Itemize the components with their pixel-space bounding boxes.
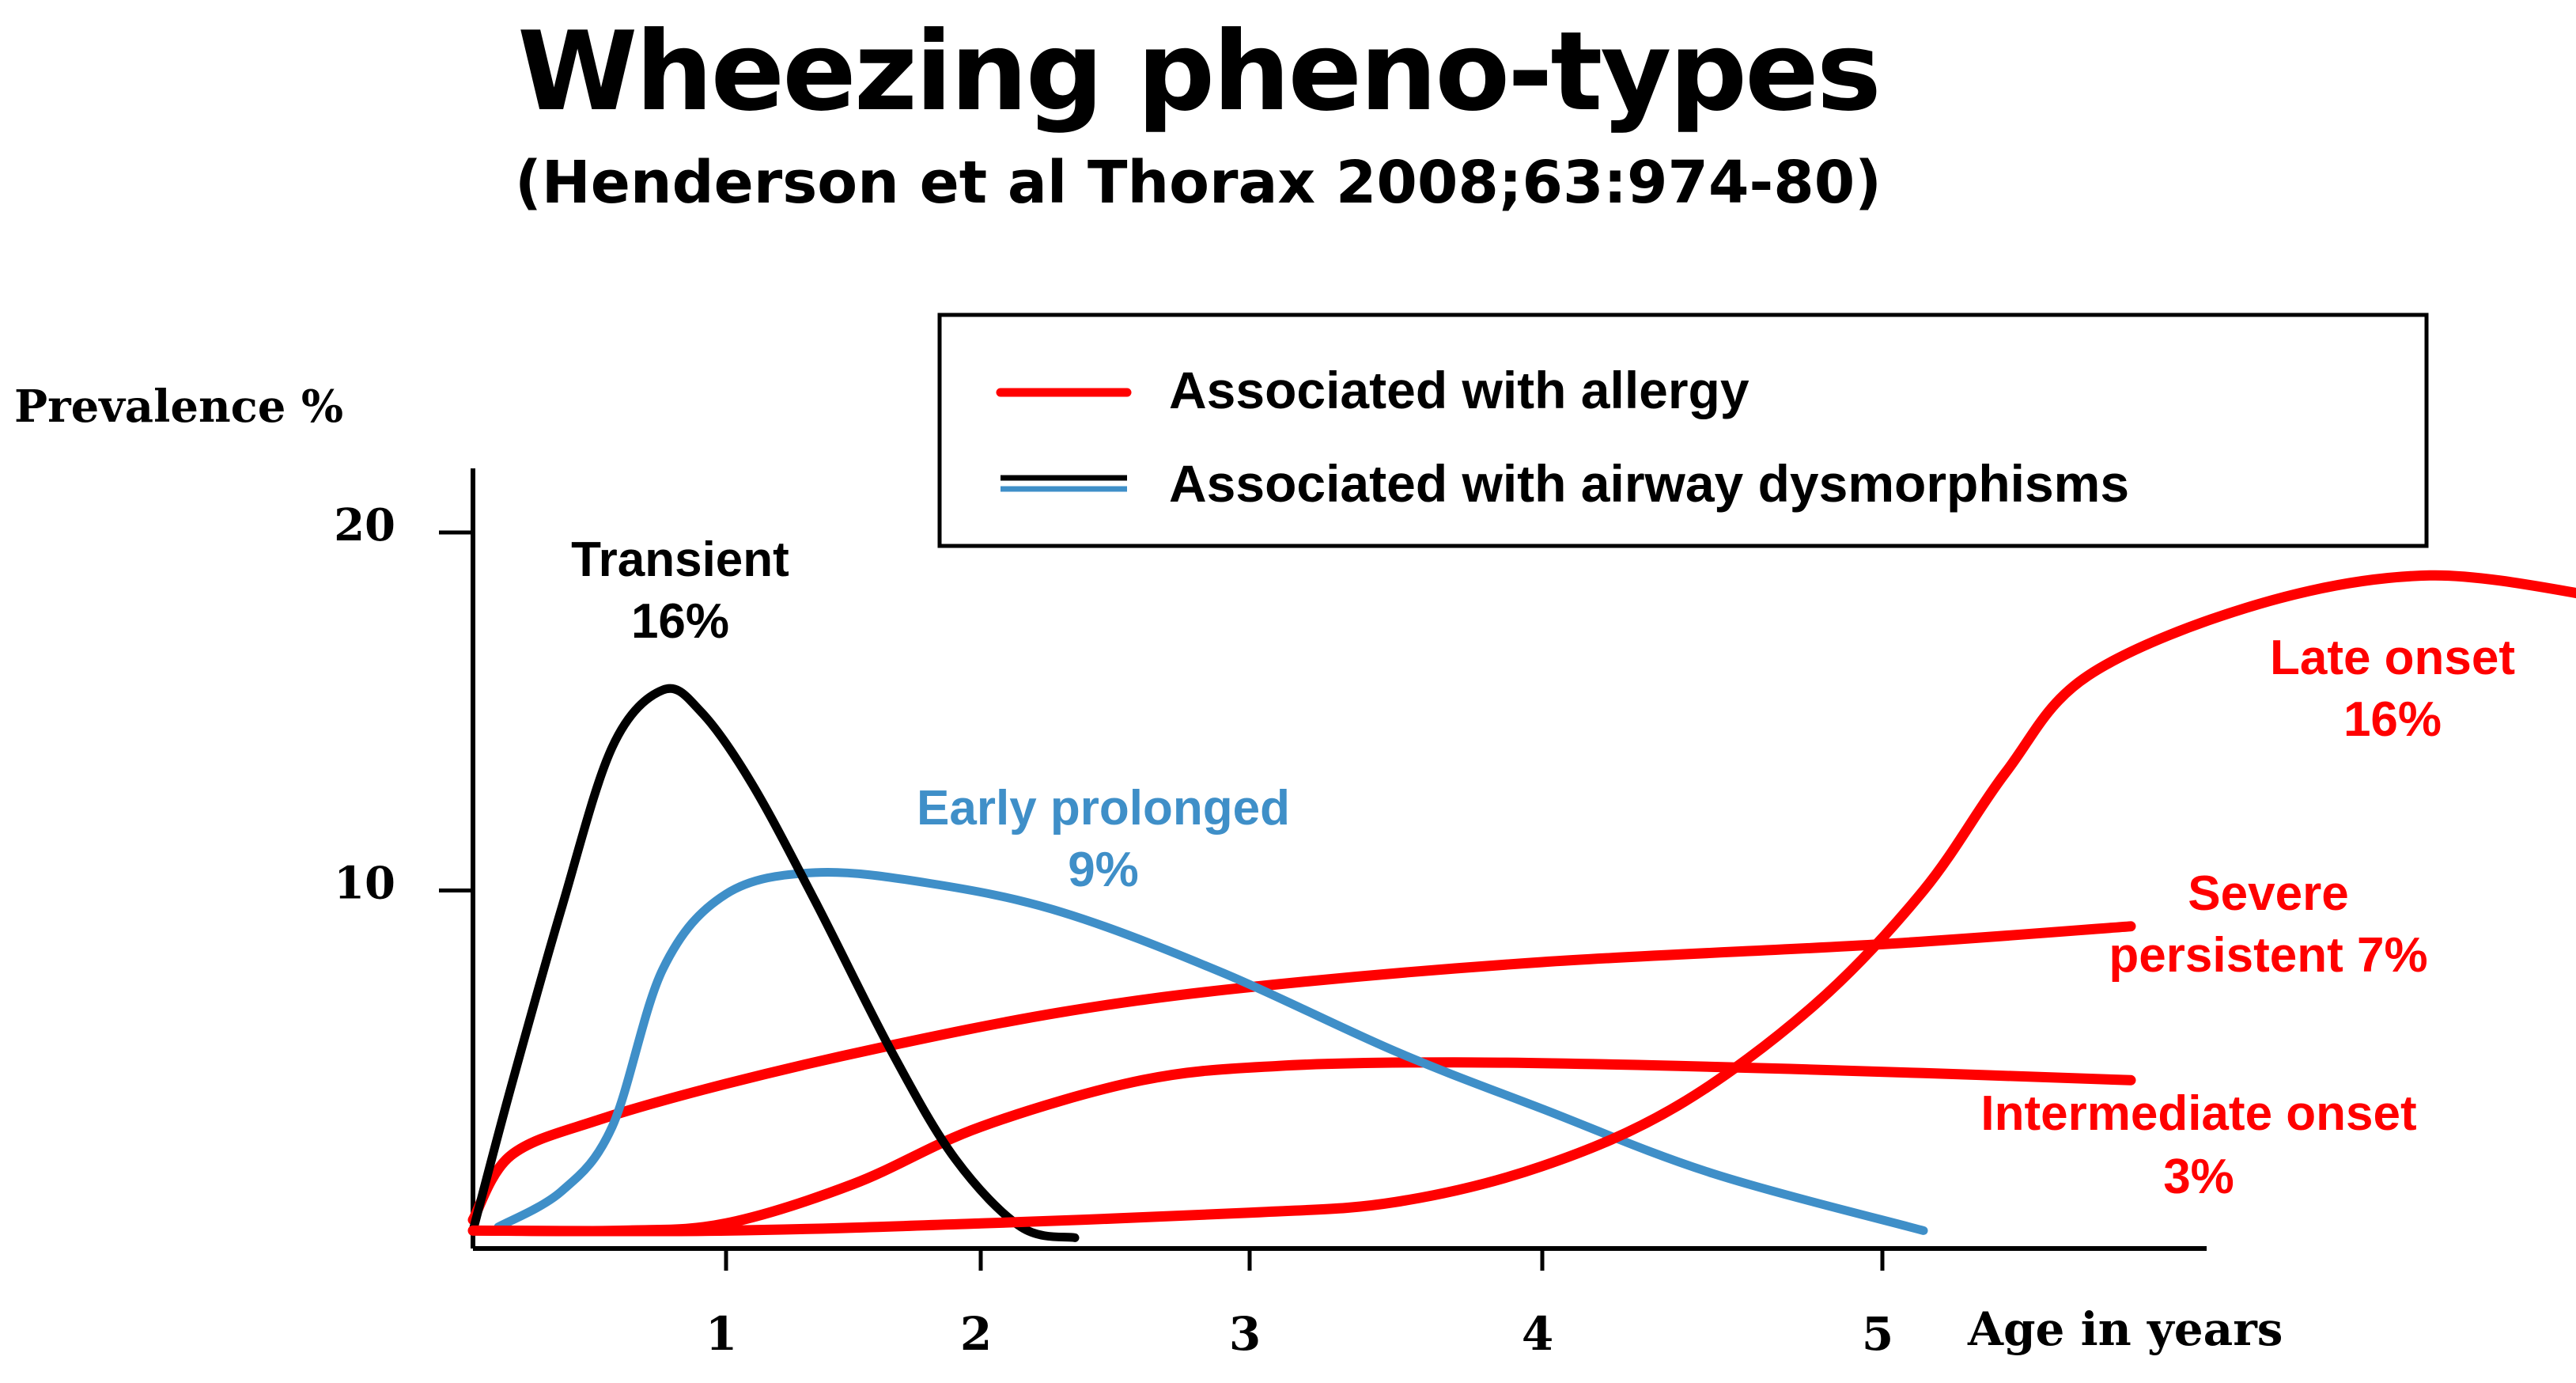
- series-label-severe-persistent: Severe persistent 7%: [2109, 866, 2427, 983]
- series-label-intermediate-onset-line1: Intermediate onset: [1980, 1086, 2416, 1141]
- series-label-transient-line2: 16%: [631, 594, 729, 649]
- y-tick-label-10: 10: [334, 858, 395, 910]
- legend-label-dysmorphisms: Associated with airway dysmorphisms: [1169, 454, 2129, 513]
- series-label-intermediate-onset-line2: 3%: [2163, 1150, 2234, 1204]
- series-label-early-prolonged: Early prolonged 9%: [917, 781, 1290, 897]
- series-label-late-onset-line1: Late onset: [2270, 631, 2515, 685]
- series-label-late-onset-line2: 16%: [2343, 692, 2442, 747]
- series-label-transient-line1: Transient: [571, 532, 789, 587]
- series-label-late-onset: Late onset 16%: [2270, 631, 2515, 747]
- series-line-late-onset: [467, 570, 2576, 1237]
- series-label-intermediate-onset: Intermediate onset 3%: [1980, 1086, 2416, 1204]
- x-tick-label-2: 2: [960, 1307, 992, 1361]
- x-tick-label-3: 3: [1229, 1307, 1261, 1361]
- chart-subtitle: (Henderson et al Thorax 2008;63:974-80): [514, 149, 1882, 217]
- series-line-severe-persistent: [467, 921, 2136, 1226]
- x-tick-label-1: 1: [705, 1307, 737, 1361]
- legend-box: [937, 313, 2429, 548]
- series-label-severe-persistent-line1: Severe: [2188, 866, 2348, 921]
- y-axis-label: Prevalence %: [14, 381, 343, 433]
- legend: Associated with allergy Associated with …: [937, 313, 2429, 548]
- x-axis-label: Age in years: [1967, 1302, 2283, 1356]
- y-tick-label-20: 20: [334, 499, 395, 551]
- series-label-severe-persistent-line2: persistent 7%: [2109, 928, 2427, 983]
- series-line-early-prolonged: [494, 868, 1928, 1235]
- series-line-intermediate-onset: [493, 1057, 2136, 1237]
- x-tick-label-4: 4: [1522, 1307, 1553, 1361]
- legend-label-allergy: Associated with allergy: [1169, 361, 1749, 419]
- series-label-early-prolonged-line1: Early prolonged: [917, 781, 1290, 835]
- chart-title: Wheezing pheno-types: [517, 8, 1882, 135]
- x-tick-label-5: 5: [1862, 1307, 1893, 1361]
- series-line-transient: [468, 684, 1080, 1242]
- series-label-early-prolonged-line2: 9%: [1068, 843, 1139, 897]
- series-label-transient: Transient 16%: [571, 532, 789, 649]
